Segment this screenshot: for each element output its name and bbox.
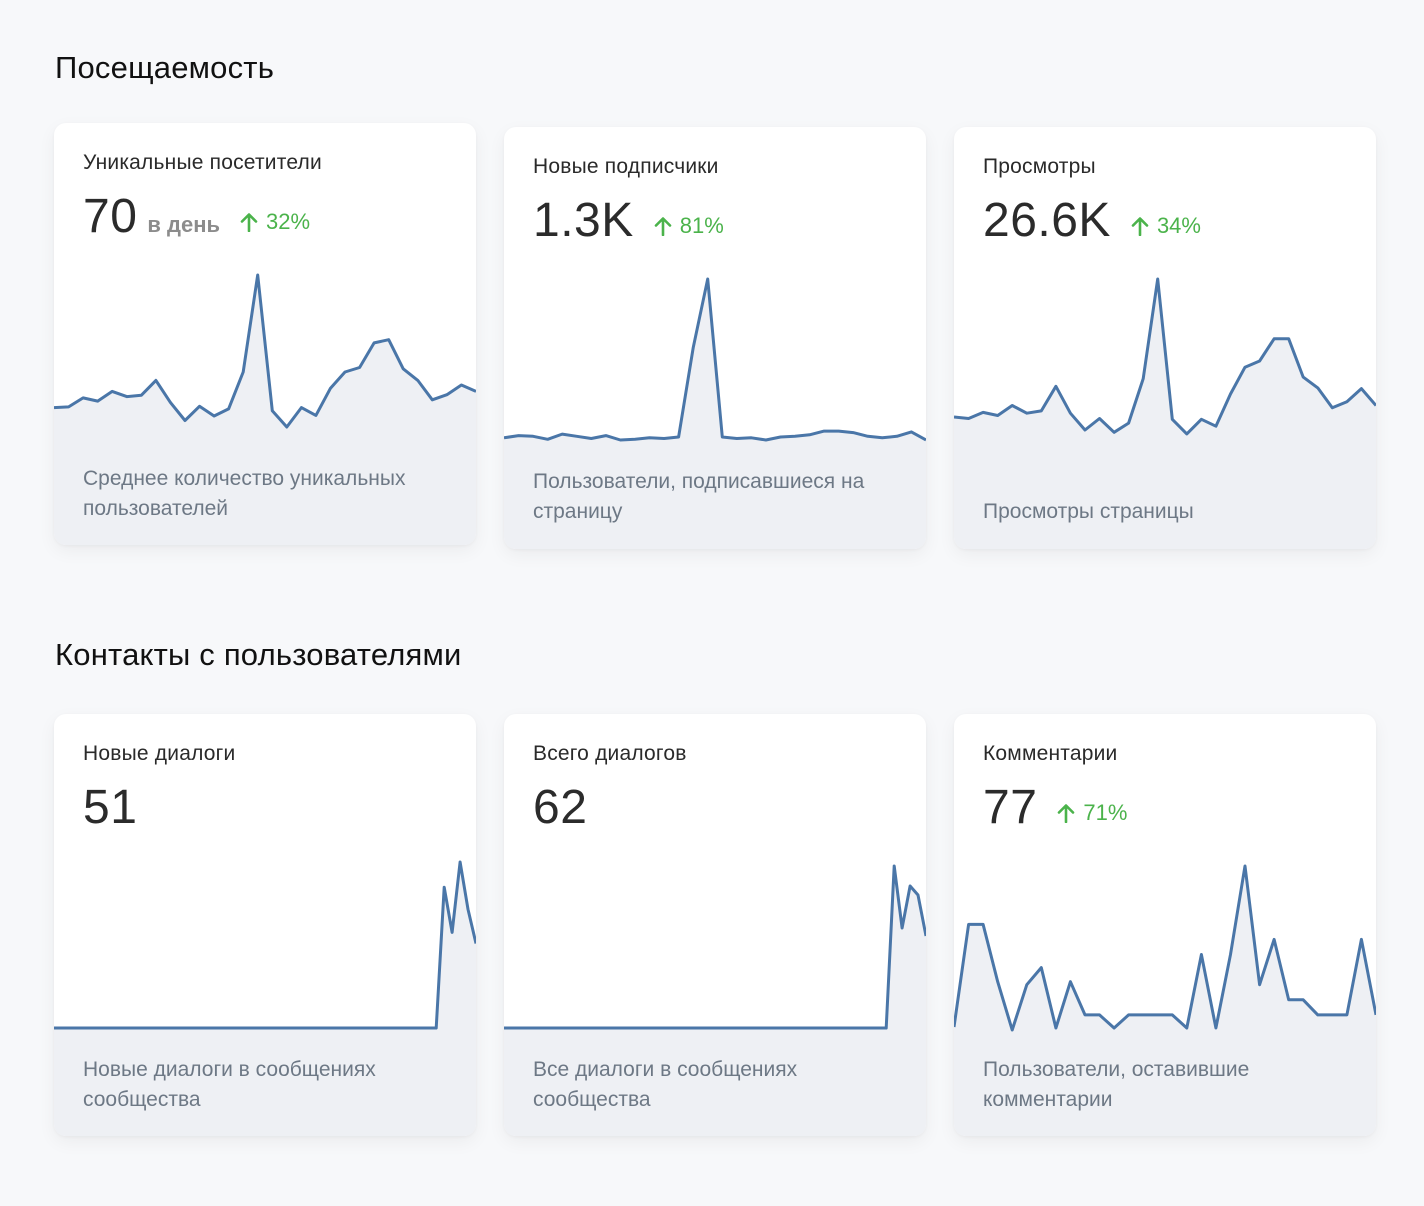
metric-unit: в день (147, 212, 221, 237)
change-indicator: 34% (1131, 213, 1201, 239)
metric-value: 62 (533, 781, 588, 834)
card-total-dialogs[interactable]: Всего диалогов 62 Все диалоги в сообщени… (504, 714, 926, 1136)
arrow-up-icon (1131, 217, 1149, 236)
card-new-subscribers[interactable]: Новые подписчики 1.3K 81% Пользователи, … (504, 127, 926, 549)
card-title: Просмотры (983, 155, 1096, 178)
arrow-up-icon (1058, 804, 1075, 823)
sparkline-line (954, 277, 1376, 436)
metric-value: 77 (983, 781, 1038, 834)
sparkline-line (954, 864, 1376, 1032)
metric-row: 77 71% (983, 780, 1127, 835)
card-description: Все диалоги в сообщениях сообщества (533, 1058, 798, 1111)
change-percent: 34% (1156, 213, 1201, 238)
card-title: Уникальные посетители (83, 151, 322, 174)
card-description: Пользователи, оставившие комментарии (983, 1058, 1250, 1111)
metric-value: 51 (83, 781, 138, 834)
arrow-up-icon (654, 217, 672, 236)
change-indicator: 81% (654, 213, 724, 239)
section-title-traffic: Посещаемость (55, 50, 275, 85)
sparkline-line (504, 277, 926, 442)
card-title: Новые подписчики (533, 155, 719, 178)
change-indicator: 71% (1057, 800, 1127, 826)
sparkline-chart (954, 277, 1376, 549)
card-title: Новые диалоги (83, 742, 236, 765)
card-title: Комментарии (983, 742, 1118, 765)
metric-row: 1.3K 81% (533, 193, 724, 248)
card-new-dialogs[interactable]: Новые диалоги 51 Новые диалоги в сообщен… (54, 714, 476, 1136)
card-unique-visitors[interactable]: Уникальные посетители 70 в день 32% Сред… (54, 123, 476, 545)
card-description: Среднее количество уникальных пользовате… (83, 467, 406, 520)
card-page-views[interactable]: Просмотры 26.6K 34% Просмотры страницы (954, 127, 1376, 549)
metric-value: 70 (83, 190, 138, 243)
card-description: Новые диалоги в сообщениях сообщества (83, 1058, 376, 1111)
sparkline-line (54, 273, 476, 429)
metric-row: 51 (83, 780, 137, 835)
metric-row: 70 в день 32% (83, 189, 310, 244)
change-percent: 81% (679, 213, 724, 238)
sparkline-line (504, 864, 926, 1030)
card-comments[interactable]: Комментарии 77 71% Пользователи, оставив… (954, 714, 1376, 1136)
section-title-contacts: Контакты с пользователями (55, 637, 462, 672)
metric-row: 26.6K 34% (983, 193, 1201, 248)
metric-value: 26.6K (983, 194, 1111, 247)
card-description: Просмотры страницы (983, 500, 1194, 523)
card-description: Пользователи, подписавшиеся на страницу (533, 470, 865, 523)
change-percent: 71% (1083, 800, 1128, 825)
change-percent: 32% (266, 209, 311, 234)
metric-row: 62 (533, 780, 587, 835)
sparkline-line (54, 860, 476, 1030)
arrow-up-icon (240, 213, 258, 232)
metric-value: 1.3K (533, 194, 634, 247)
change-indicator: 32% (240, 209, 310, 235)
card-title: Всего диалогов (533, 742, 687, 765)
